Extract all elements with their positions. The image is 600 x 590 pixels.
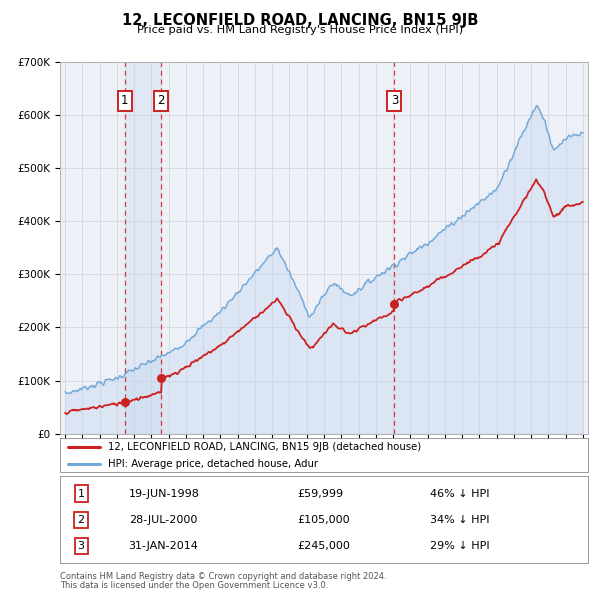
Text: 12, LECONFIELD ROAD, LANCING, BN15 9JB (detached house): 12, LECONFIELD ROAD, LANCING, BN15 9JB (… [107,442,421,453]
Text: 2: 2 [77,515,85,525]
Text: 29% ↓ HPI: 29% ↓ HPI [430,541,489,551]
Text: 1: 1 [121,94,128,107]
Text: 28-JUL-2000: 28-JUL-2000 [128,515,197,525]
Text: 31-JAN-2014: 31-JAN-2014 [128,541,199,551]
Text: £105,000: £105,000 [298,515,350,525]
Text: 12, LECONFIELD ROAD, LANCING, BN15 9JB: 12, LECONFIELD ROAD, LANCING, BN15 9JB [122,13,478,28]
Text: 19-JUN-1998: 19-JUN-1998 [128,489,200,499]
Text: 1: 1 [77,489,85,499]
Text: 3: 3 [391,94,398,107]
Text: £59,999: £59,999 [298,489,344,499]
Text: HPI: Average price, detached house, Adur: HPI: Average price, detached house, Adur [107,460,317,470]
Text: Price paid vs. HM Land Registry's House Price Index (HPI): Price paid vs. HM Land Registry's House … [137,25,463,35]
Text: 3: 3 [77,541,85,551]
Text: 46% ↓ HPI: 46% ↓ HPI [430,489,489,499]
Text: £245,000: £245,000 [298,541,350,551]
Bar [125,62,161,434]
Text: 34% ↓ HPI: 34% ↓ HPI [430,515,489,525]
Text: Contains HM Land Registry data © Crown copyright and database right 2024.: Contains HM Land Registry data © Crown c… [60,572,386,581]
Text: 2: 2 [158,94,165,107]
Text: This data is licensed under the Open Government Licence v3.0.: This data is licensed under the Open Gov… [60,581,328,589]
